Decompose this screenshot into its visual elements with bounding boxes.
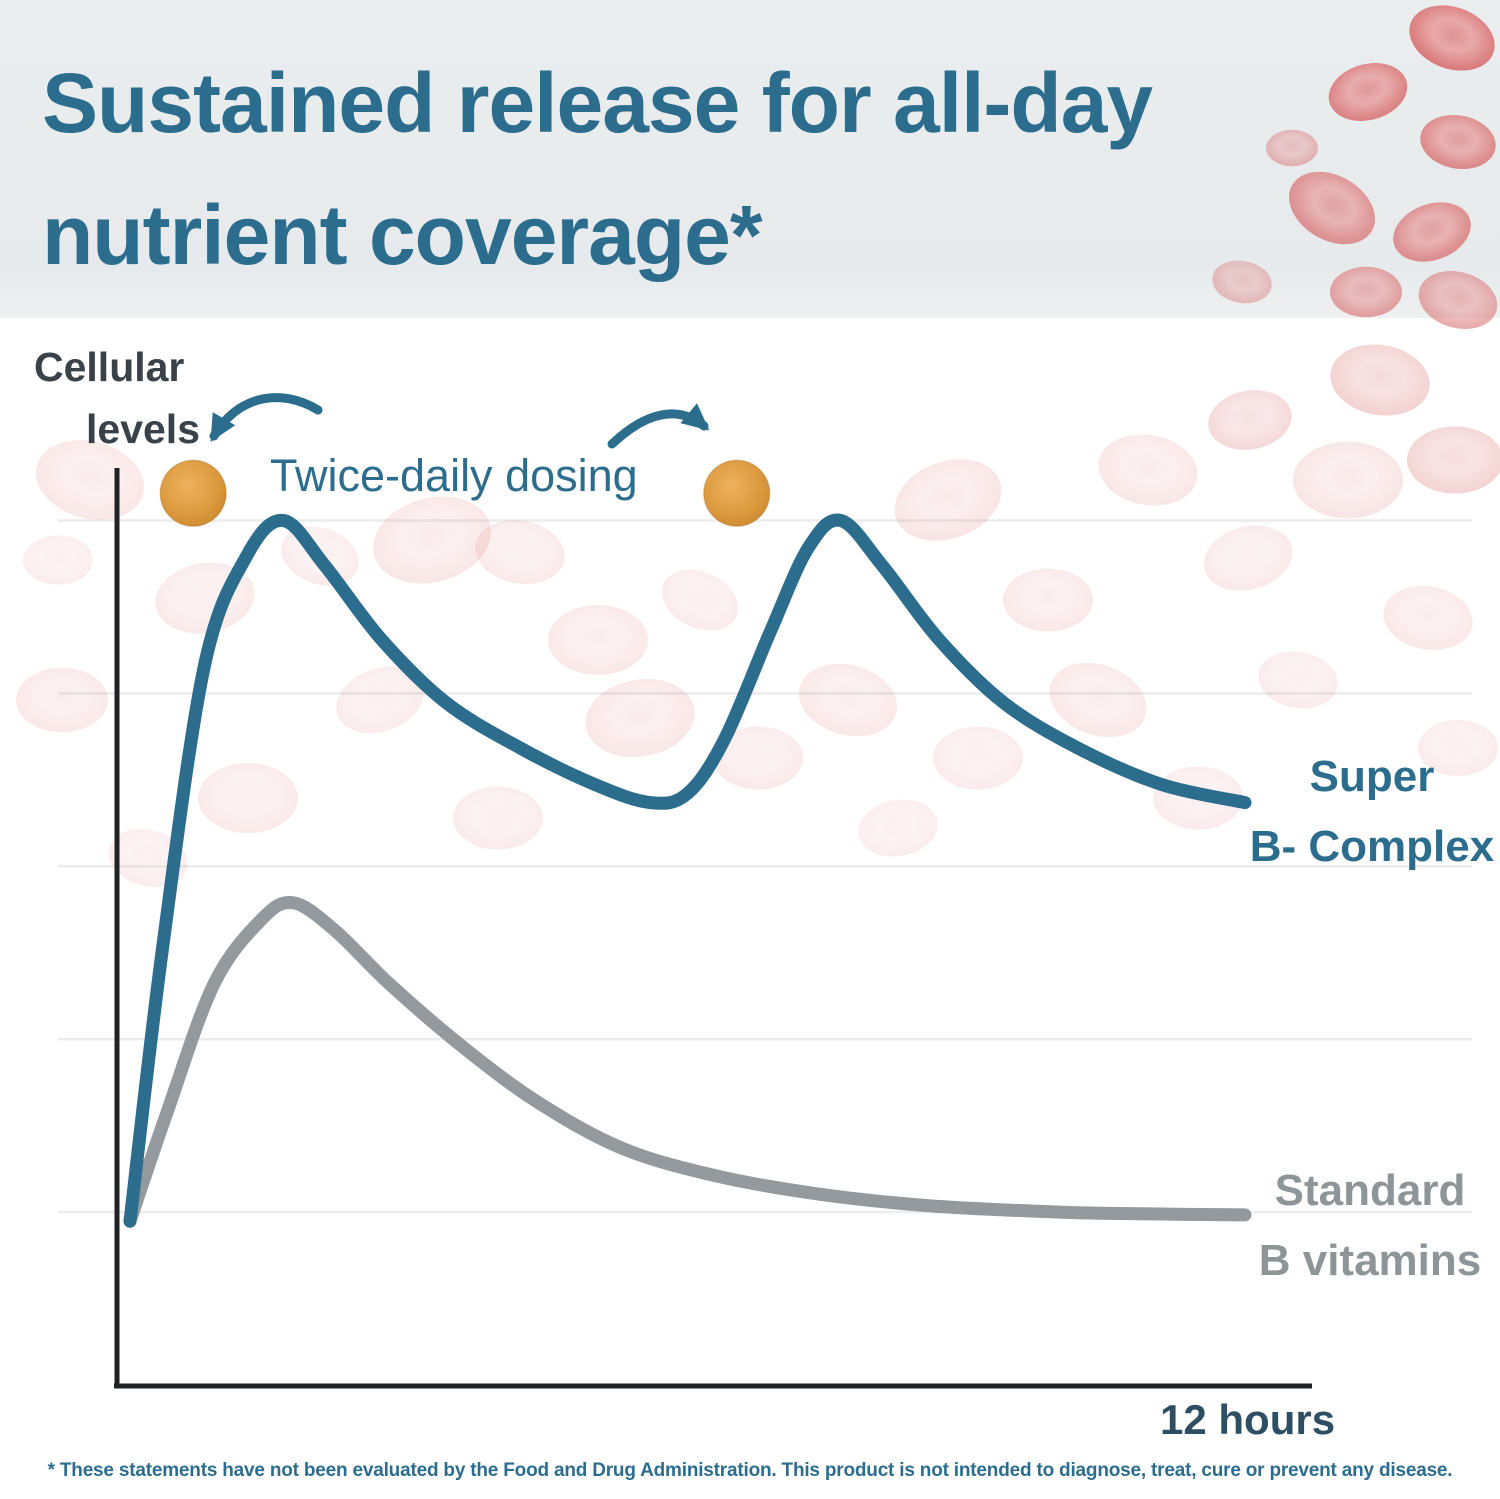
dosing-annotation-label: Twice-daily dosing [270,450,638,501]
dosing-arrows [209,393,710,449]
x-axis-end-label: 12 hours [1160,1396,1336,1443]
page-title: Sustained release for all-day nutrient c… [42,38,1402,302]
series-label-super-b-complex: Super B- Complex [1248,742,1496,883]
fda-disclaimer-footnote: * These statements have not been evaluat… [47,1460,1453,1481]
series-label-super-line2: B- Complex [1249,822,1495,872]
dose-pill-icons [159,459,771,527]
standard-b-vitamins-line [123,895,1252,1228]
series-label-standard-b-vitamins: Standard B vitamins [1246,1156,1494,1297]
series-label-standard-line2: B vitamins [1258,1236,1482,1286]
page-title-line1: Sustained release for all-day [42,56,1153,150]
super-b-complex-line [123,513,1252,1228]
page-title-line2: nutrient coverage* [42,187,763,282]
arrow-left-icon [209,393,323,443]
arrow-right-icon [607,403,710,449]
y-axis-label-line1: Cellular [34,344,185,390]
series-label-super-line1: Super [1309,752,1435,801]
series-label-standard-line1: Standard [1274,1166,1466,1215]
axes [114,468,1312,1389]
y-axis-label-line2: levels [86,406,200,452]
